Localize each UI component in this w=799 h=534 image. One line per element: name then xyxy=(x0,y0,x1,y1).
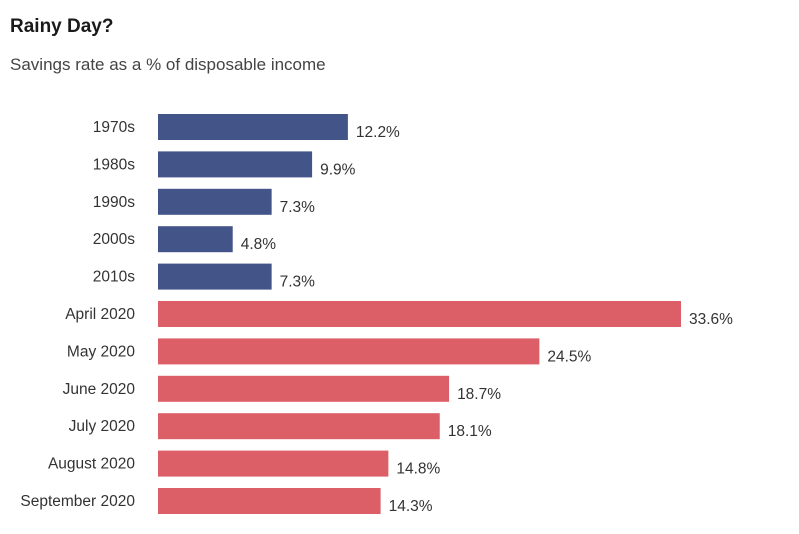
value-label: 14.3% xyxy=(389,498,433,515)
value-label: 33.6% xyxy=(689,311,733,328)
bar xyxy=(158,151,313,178)
category-label: June 2020 xyxy=(63,381,136,398)
bar xyxy=(158,338,540,365)
category-label: April 2020 xyxy=(65,306,135,323)
value-label: 12.2% xyxy=(356,124,400,141)
value-label: 4.8% xyxy=(241,236,277,253)
bar xyxy=(158,450,389,477)
category-label: September 2020 xyxy=(20,493,135,510)
value-label: 18.7% xyxy=(457,386,501,403)
value-label: 9.9% xyxy=(320,161,356,178)
category-label: July 2020 xyxy=(69,418,136,435)
value-label: 7.3% xyxy=(280,274,316,291)
category-label: 1970s xyxy=(93,119,135,136)
category-label: August 2020 xyxy=(48,456,135,473)
value-label: 14.8% xyxy=(396,461,440,478)
category-label: May 2020 xyxy=(67,343,135,360)
category-label: 1990s xyxy=(93,194,135,211)
value-label: 24.5% xyxy=(547,348,591,365)
bar xyxy=(158,488,381,514)
chart-subtitle: Savings rate as a % of disposable income xyxy=(10,55,326,74)
bar xyxy=(158,188,272,215)
chart-title: Rainy Day? xyxy=(10,16,114,37)
bar xyxy=(158,301,681,327)
category-label: 2010s xyxy=(93,269,135,286)
bar xyxy=(158,226,233,253)
value-label: 7.3% xyxy=(280,199,316,216)
category-label: 1980s xyxy=(93,156,135,173)
bar xyxy=(158,114,348,140)
bar xyxy=(158,263,272,290)
bar xyxy=(158,375,450,402)
value-label: 18.1% xyxy=(448,423,492,440)
bar xyxy=(158,413,440,440)
category-label: 2000s xyxy=(93,231,135,248)
